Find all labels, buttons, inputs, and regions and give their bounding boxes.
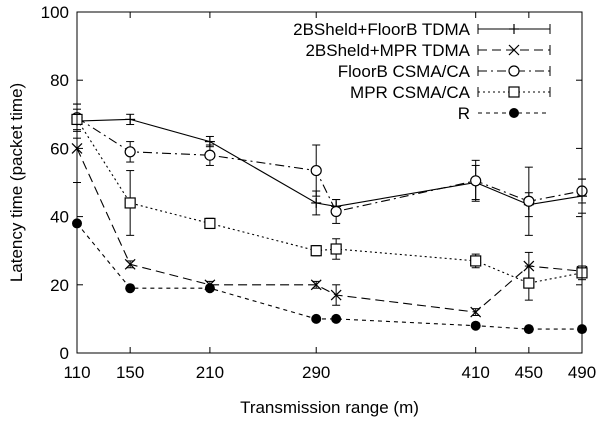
x-marker (470, 306, 482, 318)
x-marker (124, 258, 136, 270)
series-line (76, 119, 583, 284)
x-axis-label: Transmission range (m) (240, 398, 419, 417)
x-tick-label: 450 (515, 363, 543, 382)
legend: 2BSheld+FloorB TDMA 2BSheld+MPR TDMA Floor… (293, 20, 551, 123)
square-marker (508, 86, 520, 98)
x-marker-stroke (124, 258, 136, 270)
legend-label: 2BSheld+FloorB TDMA (293, 20, 471, 39)
x-tick-label: 410 (461, 363, 489, 382)
y-axis-label: Latency time (packet time) (7, 83, 26, 282)
plus-marker (204, 136, 215, 147)
x-tick-label: 290 (302, 363, 330, 382)
legend-label: MPR CSMA/CA (350, 83, 471, 102)
circle-marker (310, 164, 322, 177)
y-tick-label: 0 (60, 344, 69, 363)
legend-entry: 2BSheld+FloorB TDMA (293, 20, 551, 39)
legend-entry: MPR CSMA/CA (350, 83, 551, 102)
x-marker-stroke (523, 260, 535, 272)
square-marker (523, 277, 535, 289)
square-marker (310, 245, 322, 257)
x-tick-label: 490 (568, 363, 596, 382)
x-marker-stroke (330, 289, 342, 301)
legend-label: 2BSheld+MPR TDMA (305, 41, 470, 60)
series-markers (71, 112, 588, 335)
x-marker (508, 44, 520, 56)
square-marker (470, 255, 482, 267)
y-tick-label: 40 (50, 208, 69, 227)
circle-marker (124, 146, 136, 158)
filled-circle-marker (523, 324, 534, 335)
filled-circle-marker (331, 313, 342, 324)
filled-circle-marker (125, 283, 136, 294)
y-tick-label: 80 (50, 71, 69, 90)
series-line (76, 118, 583, 207)
x-marker (330, 289, 342, 301)
x-marker (310, 279, 322, 291)
filled-circle-marker (311, 313, 322, 324)
square-marker (124, 197, 136, 209)
square-marker (330, 243, 342, 255)
legend-entry: R (458, 104, 550, 123)
y-tick-label: 60 (50, 139, 69, 158)
legend-label: R (458, 104, 470, 123)
x-tick-label: 210 (196, 363, 224, 382)
x-marker-stroke (470, 306, 482, 318)
plus-marker (125, 114, 136, 125)
series-line (76, 148, 583, 313)
filled-circle-marker (204, 283, 215, 294)
series-lines (76, 117, 583, 330)
x-marker (523, 260, 535, 272)
plus-marker (509, 24, 519, 34)
circle-marker (523, 195, 535, 207)
plus-marker (311, 197, 322, 208)
y-tick-label: 100 (41, 3, 69, 22)
x-tick-label: 110 (63, 363, 90, 382)
series-line (76, 117, 583, 213)
x-marker-stroke (310, 279, 322, 291)
circle-marker (330, 205, 342, 218)
legend-label: FloorB CSMA/CA (338, 62, 471, 81)
square-marker (204, 217, 216, 230)
plot-area-frame (76, 11, 583, 354)
series-line (76, 223, 582, 330)
legend-entry: FloorB CSMA/CA (338, 62, 551, 81)
filled-circle-marker (509, 108, 519, 118)
filled-circle-marker (470, 320, 481, 331)
axes: 0 20 40 60 80 100 110 150 210 290 410 450 490 (41, 3, 597, 382)
x-tick-label: 150 (116, 363, 144, 382)
y-tick-label: 20 (50, 276, 69, 295)
legend-entry: 2BSheld+MPR TDMA (305, 41, 551, 60)
circle-marker (204, 149, 216, 161)
x-marker-stroke (508, 44, 520, 56)
circle-marker (508, 65, 520, 77)
circle-marker (470, 175, 482, 187)
